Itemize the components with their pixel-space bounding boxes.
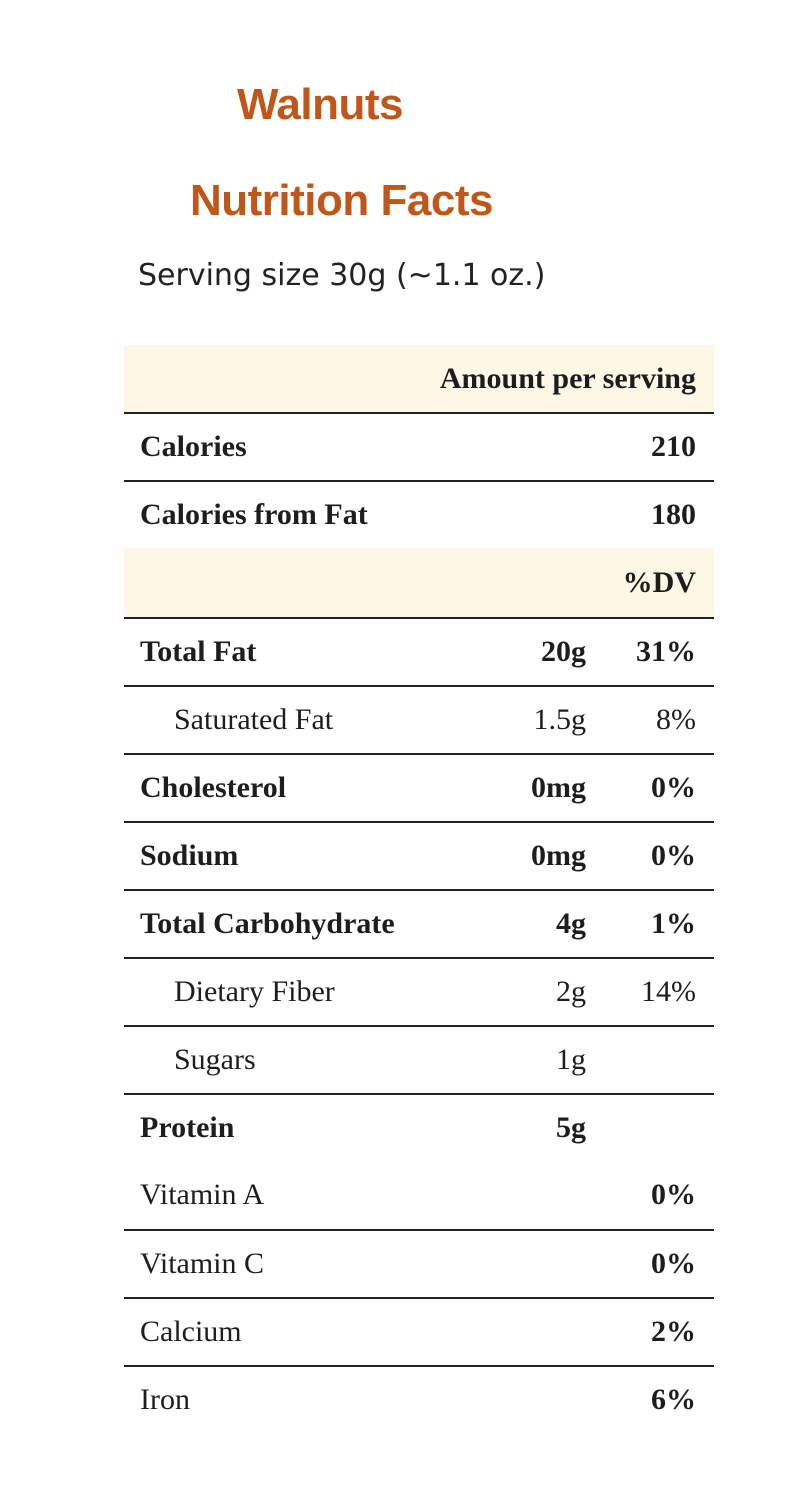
nutrient-dv: 8% (656, 703, 696, 736)
vitamin-row: Calcium 2% (124, 1297, 714, 1365)
calories-row: Calories 210 (124, 412, 714, 480)
nutrition-table: Amount per serving Calories 210 Calories… (124, 345, 714, 1433)
vitamin-row: Vitamin C 0% (124, 1229, 714, 1297)
calories-from-fat-label: Calories from Fat (140, 498, 368, 531)
vitamin-dv: 0% (651, 1178, 696, 1211)
vitamin-label: Calcium (140, 1315, 242, 1348)
dv-header-row: %DV (124, 548, 714, 617)
nutrient-label: Sugars (174, 1043, 256, 1076)
vitamin-label: Iron (140, 1383, 190, 1416)
calories-from-fat-row: Calories from Fat 180 (124, 480, 714, 548)
nutrient-dv: 31% (636, 635, 696, 668)
nutrient-dv: 0% (651, 771, 696, 804)
calories-value: 210 (651, 430, 696, 463)
nutrient-amount: 5g (556, 1111, 586, 1144)
serving-size: Serving size 30g (~1.1 oz.) (138, 258, 546, 293)
nutrient-row: Cholesterol 0mg 0% (124, 753, 714, 821)
nutrient-row: Total Fat 20g 31% (124, 617, 714, 685)
nutrient-row: Sugars 1g (124, 1025, 714, 1093)
nutrient-label: Sodium (140, 839, 239, 872)
nutrient-row: Protein 5g (124, 1093, 714, 1161)
nutrient-amount: 4g (556, 907, 586, 940)
nutrient-amount: 0mg (531, 839, 586, 872)
nutrient-amount: 2g (556, 975, 586, 1008)
nutrient-row: Dietary Fiber 2g 14% (124, 957, 714, 1025)
nutrient-amount: 1g (556, 1043, 586, 1076)
dv-header-label: %DV (622, 565, 696, 599)
nutrient-row: Sodium 0mg 0% (124, 821, 714, 889)
nutrient-row: Saturated Fat 1.5g 8% (124, 685, 714, 753)
nutrient-amount: 0mg (531, 771, 586, 804)
calories-label: Calories (140, 430, 247, 463)
vitamin-dv: 6% (651, 1383, 696, 1416)
amount-header-row: Amount per serving (124, 345, 714, 412)
calories-from-fat-value: 180 (651, 498, 696, 531)
nutrient-label: Protein (140, 1111, 235, 1144)
nutrient-label: Total Carbohydrate (140, 907, 395, 940)
vitamin-row: Iron 6% (124, 1365, 714, 1433)
nutrient-dv: 0% (651, 839, 696, 872)
nutrient-label: Total Fat (140, 635, 257, 668)
vitamin-label: Vitamin A (140, 1178, 265, 1211)
vitamin-row: Vitamin A 0% (124, 1161, 714, 1229)
product-title: Walnuts (237, 80, 403, 129)
amount-per-serving-label: Amount per serving (439, 361, 696, 395)
nutrient-amount: 20g (541, 635, 586, 668)
nutrition-facts-heading: Nutrition Facts (190, 176, 493, 225)
nutrient-label: Dietary Fiber (174, 975, 335, 1008)
vitamin-dv: 2% (651, 1315, 696, 1348)
nutrient-dv: 1% (651, 907, 696, 940)
vitamin-label: Vitamin C (140, 1247, 265, 1280)
nutrient-dv: 14% (641, 975, 696, 1008)
nutrient-label: Saturated Fat (174, 703, 334, 736)
vitamin-dv: 0% (651, 1247, 696, 1280)
nutrient-label: Cholesterol (140, 771, 287, 804)
nutrient-amount: 1.5g (533, 703, 587, 736)
nutrient-row: Total Carbohydrate 4g 1% (124, 889, 714, 957)
